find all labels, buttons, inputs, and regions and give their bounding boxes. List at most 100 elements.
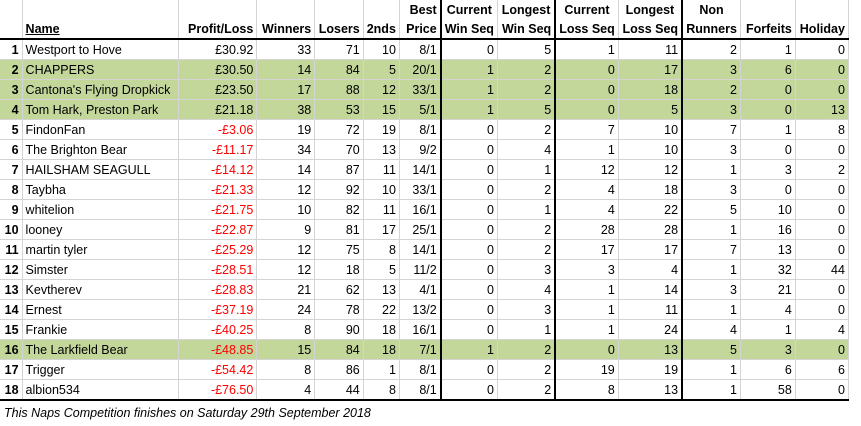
current-win-seq-cell: 0 [439,299,498,320]
current-win-seq-cell: 1 [439,59,498,80]
current-win-seq-cell: 0 [439,179,498,200]
non-runners-cell: 5 [682,199,741,220]
seconds-cell: 11 [363,199,400,220]
table-body: 1 Westport to Hove £30.92 33 71 10 8/1 0 5 1 11 2 1 0… [0,39,861,401]
longest-loss-seq-cell: 28 [618,219,684,240]
current-loss-seq-cell: 12 [554,159,619,180]
seconds-cell: 15 [363,99,400,120]
table-row: 18 albion534 -£76.50 4 44 8 8/1 0 2 8 13 1 58 0 [0,379,861,401]
non-runners-cell: 3 [682,139,741,160]
longest-win-seq-cell: 2 [497,179,556,200]
seconds-cell: 13 [363,279,400,300]
current-loss-seq-cell: 0 [554,339,619,360]
forfeits-cell: 1 [740,319,796,340]
winners-cell: 10 [256,199,316,220]
best-price-cell: 33/1 [399,79,442,100]
current-win-seq-cell: 0 [439,239,498,260]
current-win-seq-cell: 0 [439,119,498,140]
non-runners-cell: 2 [682,79,741,100]
winners-cell: 17 [256,79,316,100]
forfeits-cell: 1 [740,39,796,60]
best-price-cell: 8/1 [399,39,442,60]
table-row: 6 The Brighton Bear -£11.17 34 70 13 9/2 0 4 1 10 3… [0,139,861,160]
profit-loss-cell: -£28.51 [178,259,258,280]
longest-win-seq-cell: 1 [497,199,556,220]
rank-cell: 2 [0,59,23,80]
losers-cell: 75 [314,239,364,260]
current-win-seq-cell: 0 [439,319,498,340]
header-non-runners-line2: Runners [682,19,741,40]
longest-win-seq-cell: 2 [497,339,556,360]
profit-loss-cell: -£37.19 [178,299,258,320]
header-current-loss-line1: Current [554,0,619,19]
longest-win-seq-cell: 4 [497,139,556,160]
name-cell: looney [22,219,179,240]
header-winners: Winners [256,19,316,40]
losers-cell: 70 [314,139,364,160]
losers-cell: 92 [314,179,364,200]
non-runners-cell: 4 [682,319,741,340]
best-price-cell: 8/1 [399,119,442,140]
losers-cell: 90 [314,319,364,340]
losers-cell: 84 [314,59,364,80]
name-cell: Frankie [22,319,179,340]
current-win-seq-cell: 0 [439,199,498,220]
table-row: 17 Trigger -£54.42 8 86 1 8/1 0 2 19 19 1 6 6 [0,359,861,380]
current-loss-seq-cell: 0 [554,79,619,100]
holiday-cell: 0 [795,299,849,320]
holiday-cell: 0 [795,59,849,80]
non-runners-cell: 3 [682,59,741,80]
longest-win-seq-cell: 2 [497,359,556,380]
seconds-cell: 1 [363,359,400,380]
holiday-cell: 8 [795,119,849,140]
header-seconds: 2nds [363,19,400,40]
longest-loss-seq-cell: 13 [618,339,684,360]
longest-win-seq-cell: 2 [497,239,556,260]
winners-cell: 24 [256,299,316,320]
profit-loss-cell: -£21.33 [178,179,258,200]
winners-cell: 12 [256,259,316,280]
rank-cell: 7 [0,159,23,180]
current-win-seq-cell: 0 [439,379,498,401]
winners-cell: 8 [256,359,316,380]
name-cell: Taybha [22,179,179,200]
holiday-cell: 0 [795,199,849,220]
longest-loss-seq-cell: 22 [618,199,684,220]
current-loss-seq-cell: 1 [554,299,619,320]
losers-cell: 72 [314,119,364,140]
current-loss-seq-cell: 7 [554,119,619,140]
best-price-cell: 13/2 [399,299,442,320]
current-loss-seq-cell: 8 [554,379,619,401]
name-cell: CHAPPERS [22,59,179,80]
winners-cell: 21 [256,279,316,300]
forfeits-cell: 4 [740,299,796,320]
profit-loss-cell: -£11.17 [178,139,258,160]
winners-cell: 4 [256,379,316,401]
longest-loss-seq-cell: 17 [618,239,684,260]
rank-cell: 5 [0,119,23,140]
table-row: 7 HAILSHAM SEAGULL -£14.12 14 87 11 14/1 0 1 12 12… [0,159,861,180]
holiday-cell: 0 [795,279,849,300]
longest-win-seq-cell: 3 [497,299,556,320]
best-price-cell: 5/1 [399,99,442,120]
header-non-runners-line1: Non [682,0,741,19]
holiday-cell: 0 [795,79,849,100]
seconds-cell: 8 [363,239,400,260]
non-runners-cell: 1 [682,259,741,280]
rank-cell: 9 [0,199,23,220]
rank-cell: 15 [0,319,23,340]
longest-win-seq-cell: 1 [497,319,556,340]
seconds-cell: 10 [363,179,400,200]
longest-loss-seq-cell: 19 [618,359,684,380]
non-runners-cell: 7 [682,119,741,140]
header-best-price-line2: Price [399,19,442,40]
name-cell: Kevtherev [22,279,179,300]
seconds-cell: 5 [363,259,400,280]
competition-footer-note: This Naps Competition finishes on Saturd… [4,406,371,420]
forfeits-cell: 58 [740,379,796,401]
winners-cell: 19 [256,119,316,140]
profit-loss-cell: £21.18 [178,99,258,120]
rank-cell: 4 [0,99,23,120]
rank-cell: 11 [0,239,23,260]
name-cell: Cantona's Flying Dropkick [22,79,179,100]
